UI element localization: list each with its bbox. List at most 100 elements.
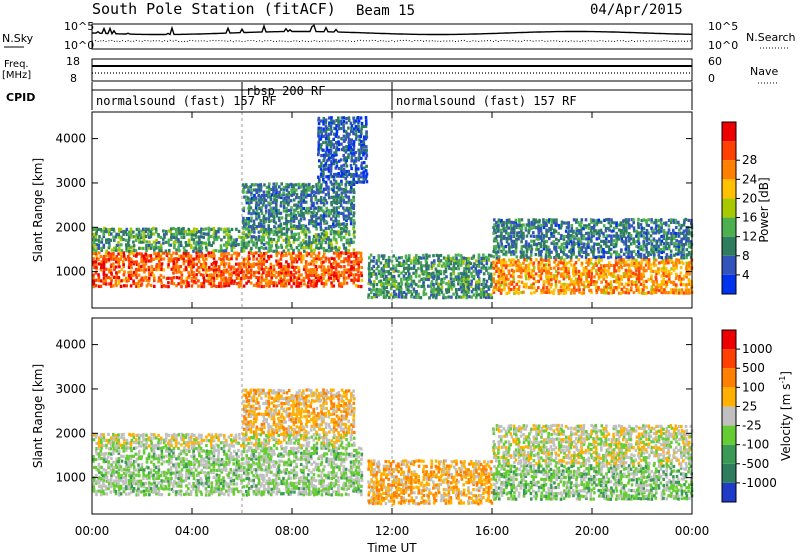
echo-cell — [357, 158, 360, 162]
echo-cell — [187, 251, 190, 256]
echo-cell — [317, 276, 320, 280]
echo-cell — [157, 456, 161, 461]
echo-cell — [539, 274, 543, 278]
echo-cell — [149, 229, 153, 234]
echo-cell — [145, 446, 148, 450]
echo-cell — [162, 268, 166, 272]
echo-cell — [657, 255, 661, 259]
echo-cell — [227, 265, 231, 269]
echo-cell — [352, 273, 355, 277]
echo-cell — [267, 249, 270, 253]
echo-cell — [250, 212, 253, 216]
echo-cell — [225, 244, 229, 248]
echo-cell — [504, 253, 508, 257]
echo-cell — [509, 263, 513, 267]
echo-cell — [279, 257, 283, 261]
echo-cell — [232, 245, 236, 249]
echo-cell — [562, 266, 565, 270]
echo-cell — [273, 209, 276, 213]
echo-cell — [349, 218, 353, 223]
echo-cell — [577, 277, 580, 281]
echo-cell — [337, 254, 341, 258]
echo-cell — [275, 270, 278, 275]
echo-cell — [260, 198, 263, 202]
echo-cell — [307, 281, 310, 285]
echo-cell — [499, 283, 503, 287]
echo-cell — [144, 474, 148, 478]
echo-cell — [542, 247, 546, 251]
echo-cell — [312, 259, 316, 263]
echo-cell — [618, 223, 621, 227]
echo-cell — [105, 273, 108, 277]
echo-cell — [320, 132, 323, 136]
echo-cell — [237, 285, 241, 289]
echo-cell — [535, 247, 538, 252]
echo-cell — [290, 252, 294, 256]
echo-cell — [525, 234, 529, 238]
echo-cell — [187, 284, 190, 288]
echo-cell — [345, 222, 348, 226]
echo-cell — [268, 284, 271, 288]
echo-cell — [285, 206, 288, 211]
echo-cell — [662, 271, 665, 275]
echo-cell — [465, 257, 468, 261]
echo-cell — [347, 148, 350, 152]
echo-cell — [508, 245, 511, 249]
echo-cell — [515, 268, 519, 273]
echo-cell — [324, 230, 328, 234]
echo-cell — [123, 270, 126, 274]
echo-cell — [335, 201, 339, 205]
echo-cell — [327, 177, 330, 181]
echo-cell — [319, 225, 323, 229]
echo-cell — [114, 246, 118, 250]
echo-cell — [494, 231, 498, 235]
echo-cell — [492, 290, 496, 294]
echo-cell — [497, 226, 500, 231]
echo-cell — [532, 277, 536, 281]
echo-cell — [260, 276, 264, 280]
echo-cell — [507, 269, 511, 273]
echo-cell — [152, 457, 156, 461]
echo-cell — [244, 262, 248, 266]
echo-cell — [578, 231, 581, 235]
echo-cell — [613, 269, 616, 273]
echo-cell — [173, 243, 176, 248]
echo-cell — [665, 282, 669, 287]
echo-cell — [192, 227, 196, 231]
echo-cell — [572, 252, 575, 256]
echo-cell — [630, 282, 634, 286]
echo-cell — [112, 470, 115, 474]
echo-cell — [197, 235, 200, 239]
echo-cell — [150, 446, 153, 450]
echo-cell — [92, 243, 96, 247]
echo-cell — [344, 248, 348, 252]
echo-cell — [609, 283, 613, 287]
echo-cell — [322, 129, 326, 133]
echo-cell — [138, 456, 141, 461]
echo-cell — [594, 229, 598, 233]
echo-cell — [612, 239, 616, 243]
echo-cell — [313, 206, 316, 210]
echo-cell — [427, 284, 430, 288]
echo-cell — [512, 275, 515, 279]
echo-cell — [140, 252, 143, 256]
echo-cell — [352, 145, 356, 149]
echo-cell — [222, 249, 226, 253]
echo-cell — [195, 240, 199, 244]
echo-cell — [137, 489, 140, 493]
echo-cell — [520, 280, 524, 284]
echo-cell — [247, 206, 250, 210]
echo-cell — [398, 261, 401, 265]
echo-cell — [250, 235, 254, 239]
echo-cell — [327, 150, 331, 154]
echo-cell — [560, 223, 563, 227]
echo-cell — [153, 276, 156, 280]
echo-cell — [518, 269, 521, 273]
echo-cell — [152, 468, 156, 473]
echo-cell — [330, 182, 334, 186]
echo-cell — [268, 187, 271, 191]
echo-cell — [458, 295, 461, 299]
echo-cell — [425, 277, 428, 281]
echo-cell — [157, 234, 160, 238]
echo-cell — [144, 481, 148, 485]
